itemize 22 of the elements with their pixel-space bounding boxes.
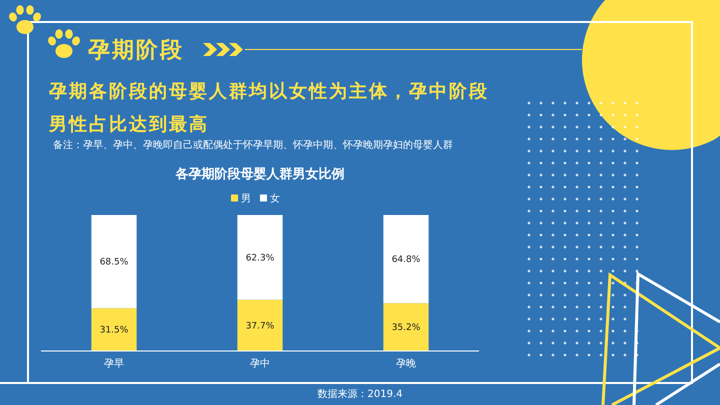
data-label: 37.7%: [246, 322, 275, 332]
data-label: 35.2%: [392, 323, 421, 334]
text: 孕期各阶段的母婴人群均以女性为主体，孕中阶段男性占比达到最高: [48, 81, 489, 135]
data-label: 64.8%: [392, 255, 421, 266]
bar: [383, 303, 429, 351]
bar: [237, 300, 283, 351]
bar: [91, 308, 137, 351]
legend-label: 女: [270, 192, 280, 204]
text: 孕期阶段: [87, 38, 184, 63]
bar: [383, 215, 429, 304]
data-label: 62.3%: [246, 254, 275, 264]
bar: [91, 215, 137, 308]
bar: [237, 215, 283, 300]
source-note: 数据来源：2019.4: [318, 388, 402, 400]
x-tick-label: 孕晚: [396, 358, 416, 370]
text: 备注：孕早、孕中、孕晚即自己或配偶处于怀孕早期、怀孕中期、怀孕晚期孕妇的母婴人群: [53, 139, 453, 151]
chart-title: 各孕期阶段母婴人群男女比例: [174, 167, 344, 182]
x-tick-label: 孕中: [250, 358, 270, 370]
data-label: 31.5%: [100, 326, 129, 336]
legend-label: 男: [241, 194, 251, 204]
x-tick-label: 孕早: [104, 358, 124, 370]
data-label: 68.5%: [100, 258, 129, 268]
